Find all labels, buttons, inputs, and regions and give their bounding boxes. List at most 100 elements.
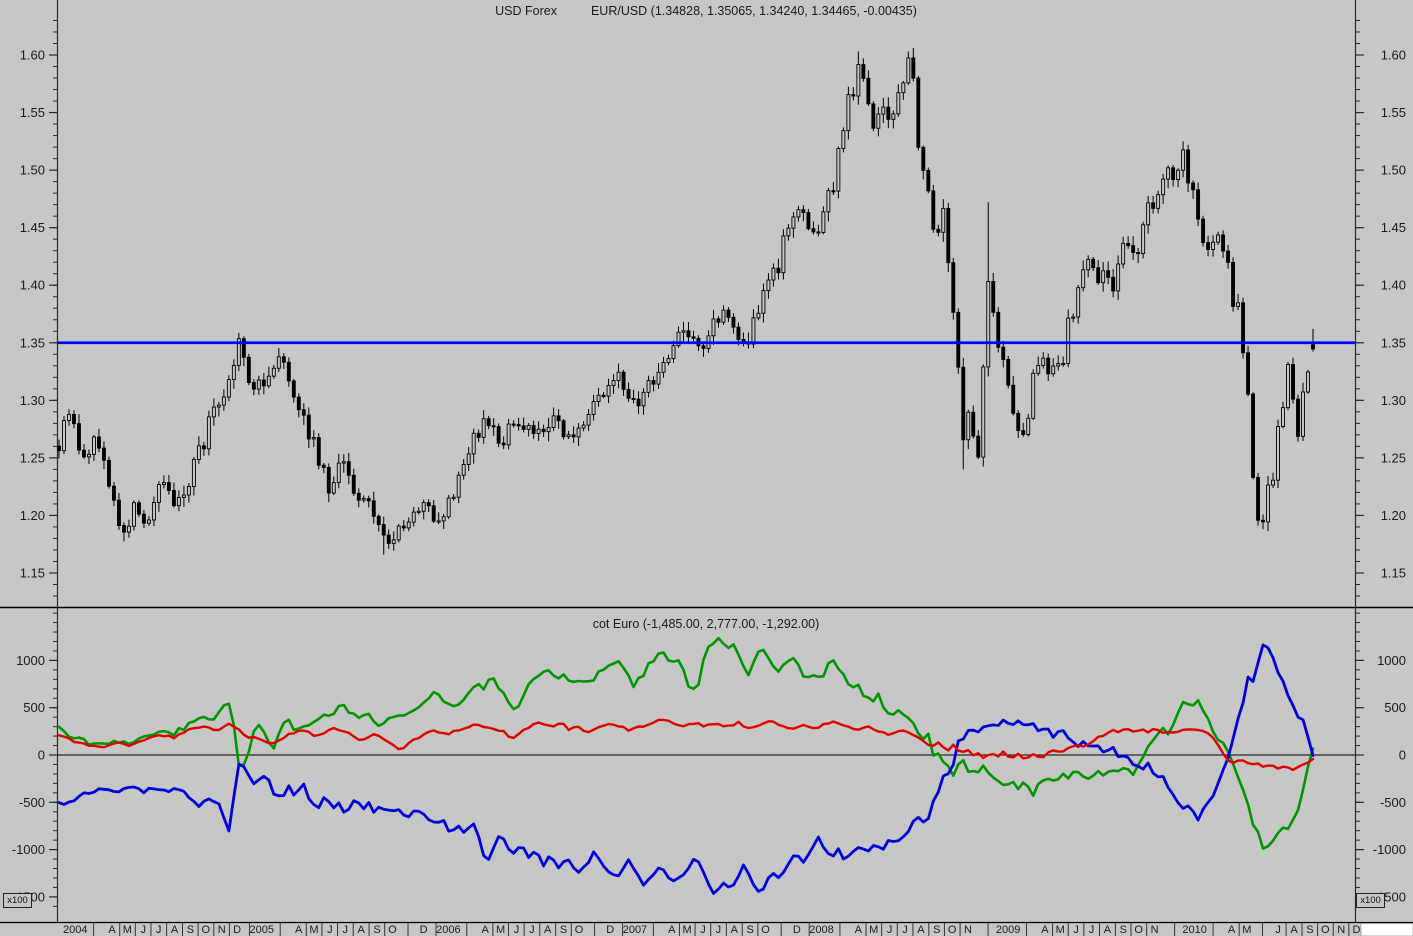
svg-text:A: A [1041, 924, 1049, 936]
svg-text:1000: 1000 [16, 653, 45, 668]
svg-text:J: J [514, 924, 520, 936]
candle [1076, 287, 1081, 318]
candle [306, 414, 311, 440]
svg-text:2004: 2004 [63, 924, 87, 936]
candle [976, 435, 981, 458]
candle [121, 525, 126, 533]
candle [1096, 267, 1101, 284]
candle [1026, 417, 1031, 435]
svg-text:O: O [1321, 924, 1330, 936]
candle [206, 416, 211, 450]
candle [536, 428, 541, 434]
svg-text:S: S [746, 924, 753, 936]
candle [551, 415, 556, 428]
candle [321, 464, 326, 468]
candle [736, 326, 741, 340]
svg-text:J: J [343, 924, 349, 936]
candle [311, 437, 316, 440]
candle [276, 356, 281, 369]
candle [271, 367, 276, 377]
candle [766, 279, 771, 292]
candle [936, 228, 941, 233]
candle [616, 371, 621, 382]
candle [596, 394, 601, 402]
svg-text:-500: -500 [1380, 795, 1406, 810]
candle [876, 113, 881, 129]
svg-text:1.60: 1.60 [20, 48, 45, 63]
candle [946, 207, 951, 264]
svg-text:1.55: 1.55 [20, 105, 45, 120]
candle [966, 411, 971, 441]
candle [141, 513, 146, 524]
svg-text:M: M [496, 924, 505, 936]
svg-text:D: D [420, 924, 428, 936]
candle [826, 190, 831, 213]
svg-text:2010: 2010 [1182, 924, 1206, 936]
candle [881, 106, 886, 115]
candle [266, 375, 271, 387]
app-title: USD Forex [495, 4, 557, 18]
candle [1266, 484, 1270, 523]
candle [326, 466, 331, 494]
svg-text:M: M [309, 924, 318, 936]
svg-text:1.20: 1.20 [20, 508, 45, 523]
candle [811, 228, 816, 233]
svg-text:O: O [948, 924, 957, 936]
svg-text:J: J [902, 924, 908, 936]
candle [316, 437, 321, 466]
candle [67, 413, 71, 422]
candle [1226, 250, 1231, 263]
candle [406, 521, 411, 529]
candle [1011, 384, 1016, 414]
svg-text:1.25: 1.25 [1381, 450, 1406, 465]
svg-text:J: J [1275, 924, 1281, 936]
svg-text:O: O [388, 924, 397, 936]
candle [886, 106, 891, 120]
svg-text:M: M [683, 924, 692, 936]
candle [1031, 372, 1036, 419]
candle [1091, 258, 1096, 269]
candle [171, 489, 176, 507]
candle [506, 423, 511, 446]
candle [656, 371, 661, 385]
candle [146, 519, 151, 524]
svg-text:D: D [233, 924, 241, 936]
candle [1251, 393, 1255, 478]
svg-text:2009: 2009 [996, 924, 1020, 936]
candle [156, 484, 161, 503]
svg-text:A: A [295, 924, 303, 936]
candle [281, 356, 286, 363]
svg-text:M: M [869, 924, 878, 936]
candle [971, 411, 976, 437]
candle [1021, 430, 1026, 435]
candle [821, 211, 826, 233]
candle [1116, 263, 1121, 292]
candle [701, 345, 706, 349]
svg-text:D: D [606, 924, 614, 936]
candle [501, 442, 506, 446]
candle [626, 388, 631, 399]
corner-spacer [1360, 923, 1413, 936]
candle [1036, 364, 1041, 374]
svg-text:A: A [668, 924, 676, 936]
candle [366, 498, 371, 502]
candle [291, 380, 296, 398]
candle [841, 130, 846, 150]
svg-text:A: A [855, 924, 863, 936]
scale-multiplier-right: x100 [1356, 893, 1385, 908]
candle [211, 406, 216, 418]
svg-text:1.30: 1.30 [20, 393, 45, 408]
svg-text:J: J [887, 924, 893, 936]
cot-panel-header: cot Euro (-1,485.00, 2,777.00, -1,292.00… [592, 617, 820, 631]
svg-text:S: S [1120, 924, 1127, 936]
candle [161, 482, 166, 486]
svg-text:J: J [529, 924, 535, 936]
svg-text:O: O [761, 924, 770, 936]
candle [571, 434, 576, 438]
candle [951, 262, 956, 313]
candle [1196, 189, 1201, 220]
candle [241, 338, 246, 358]
